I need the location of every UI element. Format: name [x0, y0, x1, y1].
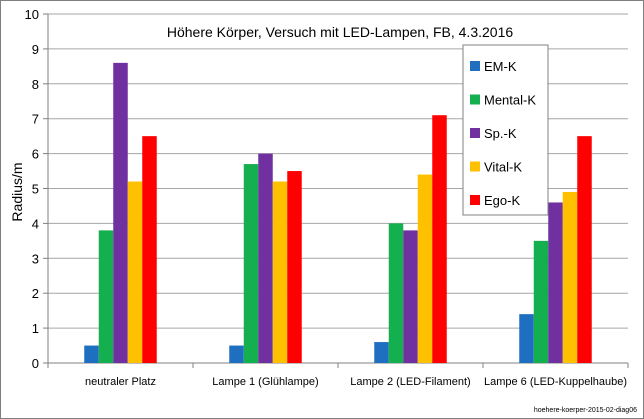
x-tick-label: Lampe 6 (LED-Kuppelhaube) — [484, 376, 627, 388]
y-tick-label: 3 — [32, 251, 39, 266]
legend-swatch — [470, 94, 480, 105]
bar — [98, 230, 114, 363]
bar — [243, 164, 259, 363]
y-tick-label: 2 — [32, 286, 39, 301]
footnote: hoehere-koerper-2015-02-diag06 — [534, 407, 637, 414]
bar — [577, 136, 592, 363]
legend-label: Sp.-K — [484, 126, 517, 141]
y-tick-label: 7 — [32, 112, 39, 127]
x-axis-categories: neutraler Platz Lampe 1 (Glühlampe) Lampe … — [85, 376, 627, 388]
bar — [388, 223, 404, 363]
y-tick-label: 8 — [32, 77, 39, 92]
y-tick-label: 5 — [32, 182, 39, 197]
legend-label: Mental-K — [484, 93, 536, 108]
bar — [417, 174, 433, 363]
bar — [229, 345, 244, 363]
y-tick-label: 9 — [32, 42, 39, 57]
bar — [519, 314, 534, 363]
bars — [84, 62, 592, 364]
y-tick-label: 4 — [32, 216, 39, 231]
bar — [287, 171, 302, 363]
y-tick-label: 10 — [25, 7, 39, 22]
y-tick-label: 0 — [32, 356, 39, 371]
bar — [258, 153, 273, 363]
bar — [142, 136, 157, 363]
y-axis-label: Radius/m — [9, 162, 25, 221]
legend-label: EM-K — [484, 59, 517, 74]
y-tick-label: 6 — [32, 147, 39, 162]
bar — [272, 181, 288, 363]
bar — [84, 345, 99, 363]
legend-swatch — [470, 61, 480, 71]
bar — [548, 202, 563, 363]
y-tick-label: 1 — [32, 321, 39, 336]
legend-swatch — [470, 128, 480, 138]
bar — [127, 181, 143, 363]
legend-label: Vital-K — [484, 160, 522, 175]
bar — [562, 191, 578, 363]
chart-title: Höhere Körper, Versuch mit LED-Lampen, F… — [167, 24, 514, 40]
x-tick-label: Lampe 2 (LED-Filament) — [350, 376, 470, 388]
legend-swatch — [470, 195, 480, 205]
bar — [403, 230, 418, 363]
legend-swatch — [470, 161, 480, 172]
bar — [374, 342, 389, 363]
x-tick-label: Lampe 1 (Glühlampe) — [212, 376, 318, 388]
legend: EM-K Mental-K Sp.-K Vital-K Ego-K — [462, 44, 549, 216]
bar — [533, 240, 549, 363]
bar — [432, 115, 447, 364]
x-tick-label: neutraler Platz — [85, 376, 156, 388]
bar — [113, 62, 128, 364]
y-axis-ticks: 0 1 2 3 4 5 6 7 8 9 10 — [25, 7, 39, 371]
legend-label: Ego-K — [484, 193, 520, 208]
